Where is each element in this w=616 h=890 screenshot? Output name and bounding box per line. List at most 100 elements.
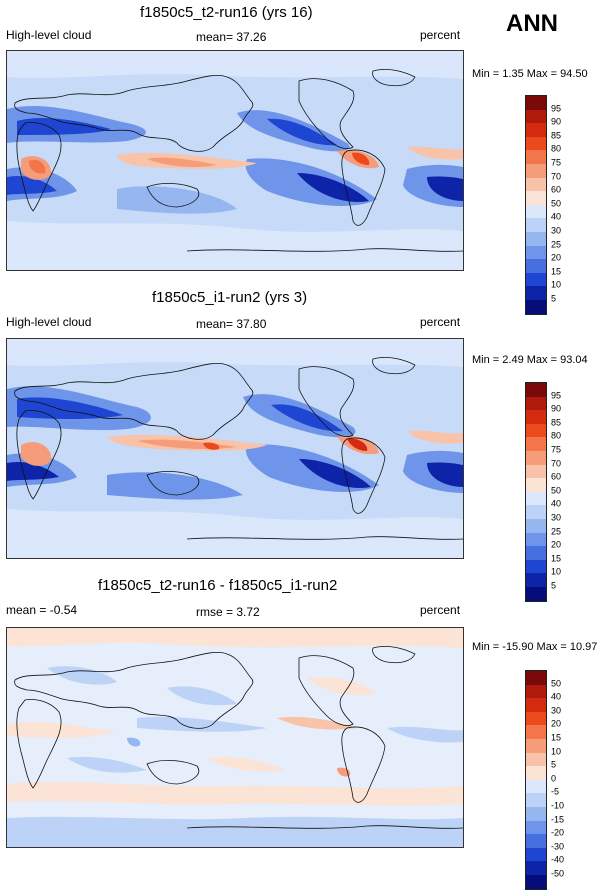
- panel-1-map-svg: [7, 51, 463, 270]
- panel-3-map-svg: [7, 628, 463, 847]
- panel-1-max-value: 94.50: [560, 68, 588, 80]
- panel-3-units-label: percent: [420, 603, 461, 617]
- colorbar-tick-label: 15: [551, 732, 562, 743]
- colorbar-swatch: [526, 532, 546, 547]
- colorbar-tick-label: 25: [551, 526, 562, 537]
- panel-2-max-label: Max =: [526, 354, 558, 366]
- panel-2-title: f1850c5_i1-run2 (yrs 3): [152, 289, 308, 306]
- colorbar-tick-label: 90: [551, 116, 562, 127]
- colorbar-tick-label: 10: [551, 746, 562, 757]
- colorbar-tick-label: 0: [551, 773, 557, 784]
- colorbar-tick-label: 60: [551, 184, 562, 195]
- colorbar-tick-label: 90: [551, 403, 562, 414]
- colorbar-swatch: [526, 245, 546, 260]
- colorbar-swatch: [526, 711, 546, 726]
- colorbar-tick-label: -50: [551, 868, 565, 879]
- colorbar-swatch: [526, 505, 546, 519]
- colorbar-swatch: [526, 559, 546, 574]
- panel-3-max-label: Max =: [536, 641, 567, 653]
- colorbar-swatch: [526, 820, 546, 835]
- colorbar-swatch: [526, 259, 546, 273]
- colorbar-swatch: [526, 766, 546, 780]
- colorbar-tick-label: 40: [551, 691, 562, 702]
- panel-2-colorbar-labels: 95 90 85 80 75 70 60 50 40 30 25 20 15 1…: [551, 382, 591, 600]
- colorbar-swatch: [526, 874, 546, 889]
- panel-1-max-label: Max =: [526, 68, 558, 80]
- panel-3-minmax: Min = -15.90 Max = 10.97: [472, 641, 597, 653]
- colorbar-swatch: [526, 136, 546, 151]
- colorbar-tick-label: 20: [551, 539, 562, 550]
- colorbar-swatch: [526, 396, 546, 411]
- colorbar-swatch: [526, 573, 546, 587]
- panel-3-mean-label: mean = -0.54: [6, 603, 78, 617]
- panel-1-colorbar: [525, 95, 547, 315]
- panel-3-colorbar: [525, 670, 547, 890]
- colorbar-tick-label: 50: [551, 485, 562, 496]
- colorbar-swatch: [526, 586, 546, 601]
- colorbar-swatch: [526, 450, 546, 465]
- colorbar-swatch: [526, 231, 546, 246]
- colorbar-swatch: [526, 725, 546, 739]
- panel-1-min-label: Min =: [472, 68, 500, 80]
- colorbar-tick-label: 50: [551, 198, 562, 209]
- colorbar-tick-label: -5: [551, 786, 560, 797]
- colorbar-tick-label: 95: [551, 103, 562, 114]
- colorbar-swatch: [526, 177, 546, 192]
- panel-1-map: [6, 50, 464, 271]
- colorbar-tick-label: -30: [551, 841, 565, 852]
- panel-2-min-label: Min =: [472, 354, 500, 366]
- colorbar-tick-label: 85: [551, 417, 562, 428]
- colorbar-tick-label: 40: [551, 211, 562, 222]
- panel-1-coastlines: [14, 69, 463, 252]
- colorbar-swatch: [526, 834, 546, 848]
- panel-1-min-value: 1.35: [502, 68, 524, 80]
- panel-3-max-value: 10.97: [569, 641, 598, 653]
- colorbar-tick-label: 85: [551, 130, 562, 141]
- panel-3-coastlines: [14, 646, 463, 829]
- colorbar-tick-label: 15: [551, 553, 562, 564]
- colorbar-tick-label: -40: [551, 854, 565, 865]
- colorbar-swatch: [526, 738, 546, 753]
- panel-2-map-svg: [7, 339, 463, 558]
- colorbar-tick-label: 10: [551, 279, 562, 290]
- panel-2-min-value: 2.49: [502, 354, 524, 366]
- colorbar-swatch: [526, 491, 546, 506]
- panel-1-colorbar-labels: 95 90 85 80 75 70 60 50 40 30 25 20 15 1…: [551, 95, 591, 313]
- colorbar-tick-label: 20: [551, 252, 562, 263]
- colorbar-tick-label: 5: [551, 580, 557, 591]
- colorbar-tick-label: 80: [551, 143, 562, 154]
- colorbar-swatch: [526, 684, 546, 699]
- colorbar-swatch: [526, 546, 546, 560]
- colorbar-swatch: [526, 286, 546, 300]
- panel-3-title: f1850c5_t2-run16 - f1850c5_i1-run2: [98, 577, 338, 594]
- panel-3-min-value: -15.90: [502, 641, 534, 653]
- colorbar-swatch: [526, 806, 546, 821]
- panel-1-variable-label: High-level cloud: [6, 28, 92, 42]
- colorbar-swatch: [526, 272, 546, 287]
- colorbar-tick-label: 30: [551, 512, 562, 523]
- colorbar-tick-label: 95: [551, 390, 562, 401]
- colorbar-swatch: [526, 163, 546, 178]
- panel-2-units-label: percent: [420, 315, 461, 329]
- colorbar-tick-label: 75: [551, 157, 562, 168]
- colorbar-swatch: [526, 698, 546, 712]
- panel-1-mean-label: mean= 37.26: [196, 30, 267, 44]
- colorbar-tick-label: 70: [551, 171, 562, 182]
- panel-2-colorbar: [525, 382, 547, 602]
- colorbar-tick-label: 60: [551, 471, 562, 482]
- colorbar-tick-label: -10: [551, 800, 565, 811]
- colorbar-swatch: [526, 671, 546, 685]
- colorbar-tick-label: -15: [551, 814, 565, 825]
- colorbar-swatch: [526, 437, 546, 451]
- colorbar-swatch: [526, 793, 546, 807]
- colorbar-swatch: [526, 383, 546, 397]
- colorbar-swatch: [526, 204, 546, 219]
- colorbar-tick-label: 20: [551, 718, 562, 729]
- colorbar-tick-label: 30: [551, 225, 562, 236]
- colorbar-tick-label: 5: [551, 293, 557, 304]
- colorbar-tick-label: 5: [551, 759, 557, 770]
- panel-1-title: f1850c5_t2-run16 (yrs 16): [140, 4, 313, 21]
- colorbar-tick-label: 15: [551, 266, 562, 277]
- colorbar-swatch: [526, 423, 546, 438]
- colorbar-swatch: [526, 861, 546, 875]
